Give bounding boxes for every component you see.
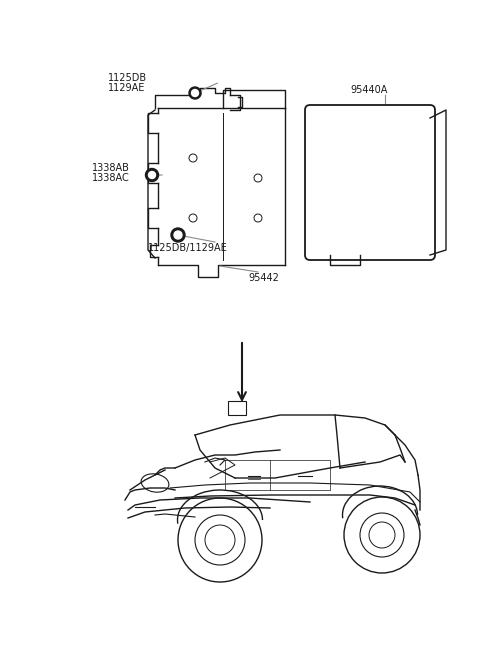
Circle shape bbox=[148, 171, 156, 179]
Text: 1338AB: 1338AB bbox=[92, 163, 130, 173]
Circle shape bbox=[171, 228, 185, 242]
Text: 95440A: 95440A bbox=[350, 85, 387, 95]
Bar bbox=[228, 401, 246, 415]
Circle shape bbox=[174, 231, 182, 239]
Text: 1125DB/1129AE: 1125DB/1129AE bbox=[148, 243, 228, 253]
Text: 1338AC: 1338AC bbox=[92, 173, 130, 183]
Circle shape bbox=[145, 168, 158, 181]
Circle shape bbox=[192, 89, 199, 97]
Circle shape bbox=[189, 87, 201, 99]
Text: 1129AE: 1129AE bbox=[108, 83, 145, 93]
Text: 95442: 95442 bbox=[248, 273, 279, 283]
FancyBboxPatch shape bbox=[305, 105, 435, 260]
Text: 1125DB: 1125DB bbox=[108, 73, 147, 83]
